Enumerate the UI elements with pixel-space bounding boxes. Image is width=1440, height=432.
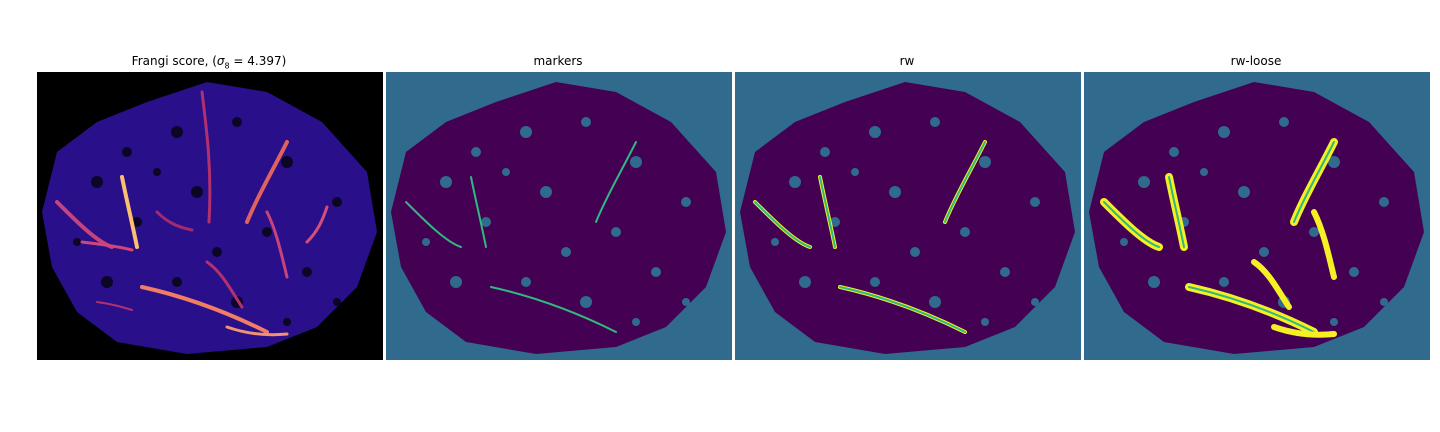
rw-loose-image bbox=[1084, 72, 1430, 360]
panel-title-markers: markers bbox=[533, 54, 583, 68]
panel-title-rw: rw bbox=[899, 54, 915, 68]
frangi-score-image bbox=[37, 72, 383, 360]
panel-title-rw-loose: rw-loose bbox=[1230, 54, 1282, 68]
rw-loose-segmentation-image bbox=[1084, 72, 1430, 360]
markers-segmentation-image bbox=[386, 72, 732, 360]
rw-segmentation-image bbox=[735, 72, 1081, 360]
frangi-image bbox=[37, 72, 383, 360]
rw-image bbox=[735, 72, 1081, 360]
panel-title-frangi: Frangi score, (σ8 = 4.397) bbox=[131, 54, 287, 71]
markers-image bbox=[386, 72, 732, 360]
